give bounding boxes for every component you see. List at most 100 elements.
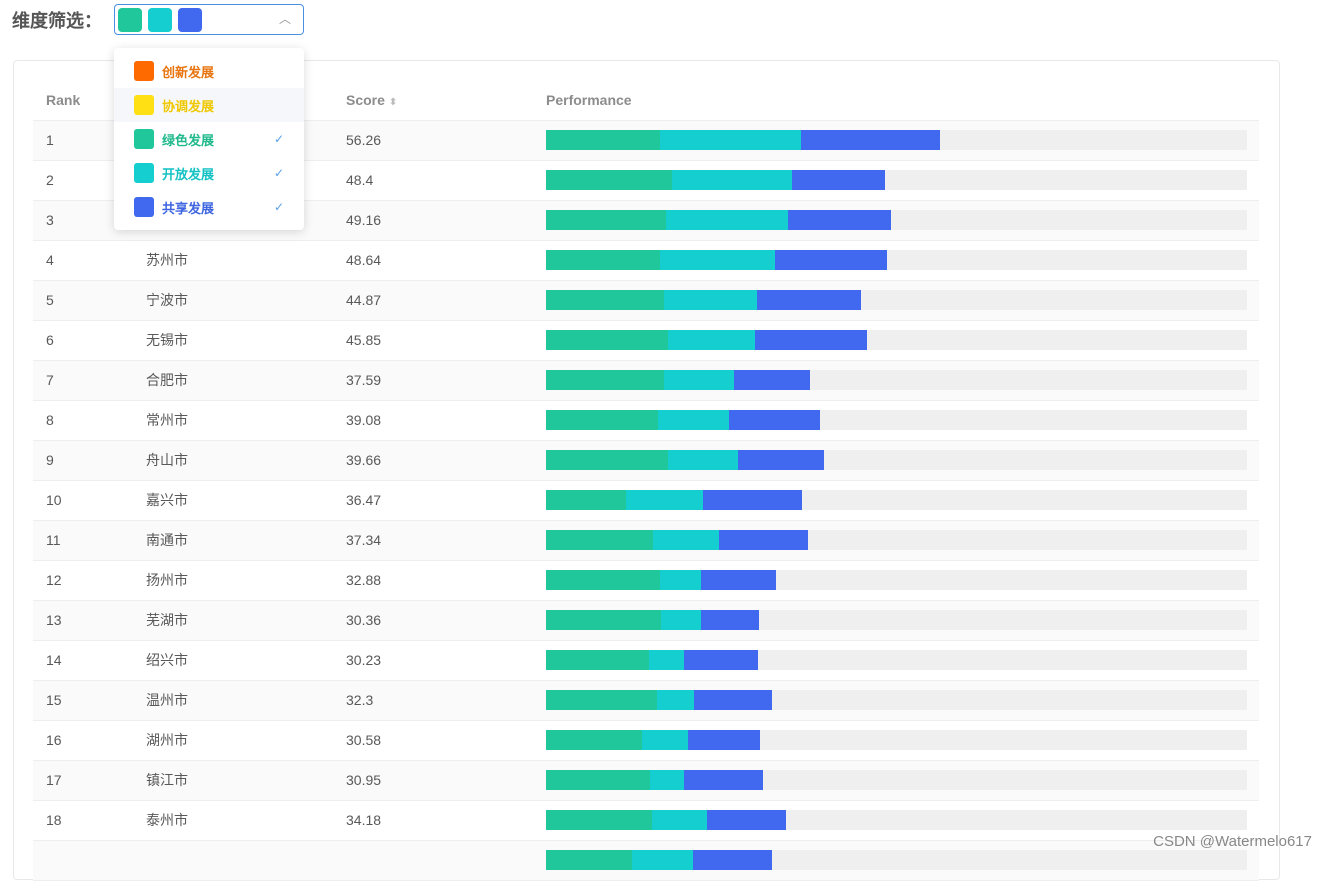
tag-open[interactable] xyxy=(148,7,172,32)
city-cell: 合肥市 xyxy=(133,360,333,401)
performance-cell xyxy=(533,160,1259,201)
score-cell: 56.26 xyxy=(333,120,533,161)
table-row: 18 泰州市 34.18 xyxy=(33,800,1259,841)
rank-cell: 13 xyxy=(33,600,133,641)
table-row xyxy=(33,840,1259,881)
option-label: 协调发展 xyxy=(162,98,215,114)
performance-cell xyxy=(533,600,1259,641)
performance-cell xyxy=(533,800,1259,841)
city-cell: 镇江市 xyxy=(133,760,333,801)
bar-segment xyxy=(663,290,757,310)
bar-segment xyxy=(738,450,825,470)
bar-segment xyxy=(684,650,759,670)
performance-bar xyxy=(546,690,1247,710)
city-cell: 嘉兴市 xyxy=(133,480,333,521)
dropdown-option[interactable]: 共享发展 ✓ xyxy=(114,190,304,224)
bar-segment xyxy=(719,530,809,550)
bar-segment xyxy=(667,330,755,350)
bar-segment xyxy=(663,370,734,390)
watermark: CSDN @Watermelo617 xyxy=(1153,833,1312,850)
city-cell: 绍兴市 xyxy=(133,640,333,681)
bar-segment xyxy=(692,850,772,870)
city-cell: 舟山市 xyxy=(133,440,333,481)
performance-cell xyxy=(533,840,1259,881)
tag-green[interactable] xyxy=(118,7,142,32)
rank-cell: 16 xyxy=(33,720,133,761)
color-swatch xyxy=(134,129,154,149)
table-row: 7 合肥市 37.59 xyxy=(33,360,1259,401)
bar-segment xyxy=(546,850,633,870)
bar-segment xyxy=(660,130,802,150)
rank-cell: 6 xyxy=(33,320,133,361)
performance-cell xyxy=(533,200,1259,241)
bar-segment xyxy=(625,490,704,510)
bar-segment xyxy=(660,250,776,270)
score-cell: 39.66 xyxy=(333,440,533,481)
bar-segment xyxy=(684,770,764,790)
performance-cell xyxy=(533,280,1259,321)
tag-shared[interactable] xyxy=(178,7,202,32)
bar-segment xyxy=(546,450,668,470)
performance-cell xyxy=(533,680,1259,721)
score-cell: 32.88 xyxy=(333,560,533,601)
score-cell: 30.36 xyxy=(333,600,533,641)
bar-segment xyxy=(632,850,693,870)
bar-segment xyxy=(703,490,802,510)
dropdown-option[interactable]: 创新发展 xyxy=(114,54,304,88)
score-cell: 34.18 xyxy=(333,800,533,841)
check-icon: ✓ xyxy=(273,166,284,180)
performance-cell xyxy=(533,120,1259,161)
rank-cell: 9 xyxy=(33,440,133,481)
score-cell: 30.23 xyxy=(333,640,533,681)
bar-segment xyxy=(688,730,761,750)
performance-bar xyxy=(546,610,1247,630)
dimension-select[interactable]: ︿ xyxy=(114,4,304,35)
rank-cell: 17 xyxy=(33,760,133,801)
filter-label: 维度筛选： xyxy=(12,10,102,31)
dropdown-option[interactable]: 绿色发展 ✓ xyxy=(114,122,304,156)
bar-segment xyxy=(546,290,664,310)
option-label: 绿色发展 xyxy=(162,132,215,148)
performance-bar xyxy=(546,730,1247,750)
chevron-up-icon[interactable]: ︿ xyxy=(278,12,291,26)
option-label: 开放发展 xyxy=(162,166,215,182)
score-cell: 44.87 xyxy=(333,280,533,321)
ranking-table: Rank Score ⬍ Performance 1 56.26 2 48.4 … xyxy=(33,80,1259,881)
check-icon: ✓ xyxy=(273,200,284,214)
performance-cell xyxy=(533,560,1259,601)
bar-segment xyxy=(546,490,626,510)
color-swatch xyxy=(134,197,154,217)
dimension-dropdown: 创新发展 协调发展 绿色发展 ✓ 开放发展 ✓ 共享发展 ✓ xyxy=(114,48,304,230)
bar-segment xyxy=(546,250,661,270)
score-cell: 37.59 xyxy=(333,360,533,401)
sort-icon[interactable]: ⬍ xyxy=(388,96,398,108)
dropdown-option[interactable]: 协调发展 xyxy=(114,88,304,122)
performance-bar xyxy=(546,170,1247,190)
bar-segment xyxy=(660,570,701,590)
table-row: 11 南通市 37.34 xyxy=(33,520,1259,561)
performance-bar xyxy=(546,330,1247,350)
performance-bar xyxy=(546,370,1247,390)
performance-cell xyxy=(533,520,1259,561)
option-label: 共享发展 xyxy=(162,200,215,216)
performance-cell xyxy=(533,240,1259,281)
performance-cell xyxy=(533,760,1259,801)
header-performance: Performance xyxy=(533,80,1259,121)
bar-segment xyxy=(660,610,701,630)
bar-segment xyxy=(546,210,666,230)
table-row: 8 常州市 39.08 xyxy=(33,400,1259,441)
bar-segment xyxy=(642,730,689,750)
bar-segment xyxy=(693,690,772,710)
table-row: 5 宁波市 44.87 xyxy=(33,280,1259,321)
city-cell: 湖州市 xyxy=(133,720,333,761)
bar-segment xyxy=(546,530,654,550)
dropdown-option[interactable]: 开放发展 ✓ xyxy=(114,156,304,190)
performance-cell xyxy=(533,360,1259,401)
bar-segment xyxy=(651,810,707,830)
score-cell: 48.64 xyxy=(333,240,533,281)
city-cell: 温州市 xyxy=(133,680,333,721)
header-score[interactable]: Score ⬍ xyxy=(333,80,533,121)
score-cell: 32.3 xyxy=(333,680,533,721)
bar-segment xyxy=(658,410,729,430)
performance-bar xyxy=(546,450,1247,470)
